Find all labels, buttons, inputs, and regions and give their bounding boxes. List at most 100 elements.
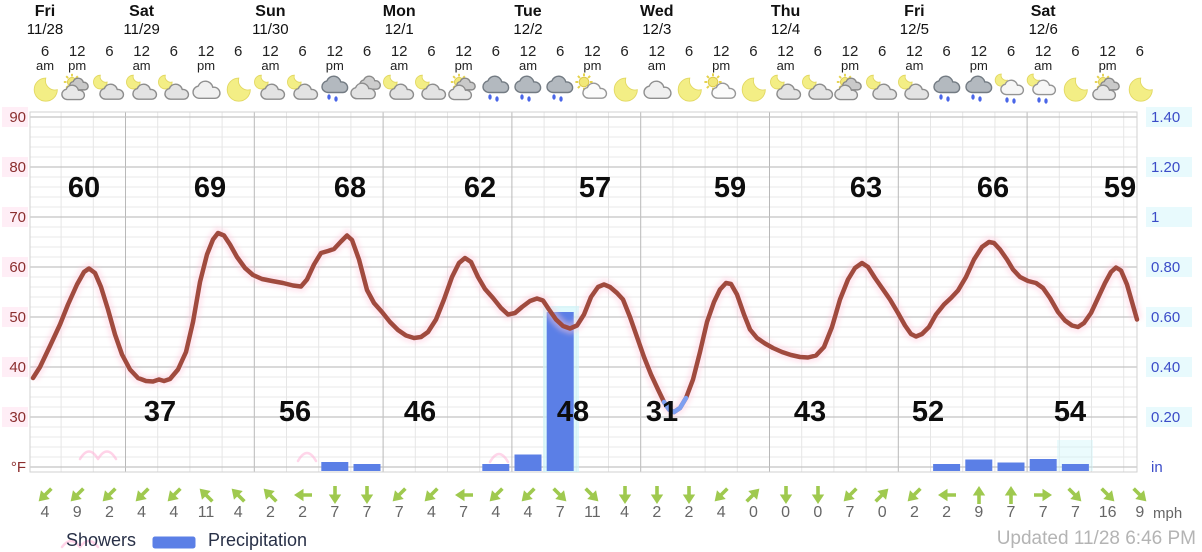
moon-cloud-icon — [157, 74, 189, 100]
wind-speed: 2 — [684, 504, 694, 521]
time-hour: 12 — [841, 43, 859, 60]
time-hour: 6 — [105, 43, 114, 60]
time-hour: 6 — [1071, 43, 1080, 60]
time-hour: 12 — [262, 43, 279, 60]
time-tick: 12 pm — [583, 44, 601, 72]
forecast-icon-slot — [285, 73, 321, 107]
time-hour: 6 — [749, 43, 758, 60]
time-hour: 12 — [390, 43, 408, 60]
wind-speed: 2 — [265, 504, 275, 521]
legend-precipitation-label: Precipitation — [208, 530, 308, 550]
wind-speed: 7 — [1038, 504, 1048, 521]
svg-text:90: 90 — [9, 109, 26, 126]
time-ampm: pm — [325, 58, 344, 73]
day-header: Thu 12/4 — [771, 3, 800, 38]
cloud-icon — [643, 80, 672, 100]
sun-clouds-icon — [447, 73, 476, 101]
time-ampm: am — [905, 58, 924, 73]
time-tick: 12 am — [261, 44, 279, 72]
forecast-icon-slot — [91, 73, 127, 107]
time-ampm: am — [647, 58, 666, 73]
wind-arrow-s-icon — [614, 484, 636, 506]
time-ampm: pm — [712, 58, 731, 73]
cloud-icon — [192, 80, 221, 100]
wind-arrow-sw-icon — [163, 484, 185, 506]
svg-text:59: 59 — [1104, 172, 1136, 204]
wind-row: 4 9 2 4 4 11 4 2 2 7 7 7 4 7 4 4 7 11 4 2 2 4 0 0 0 7 0 2 2 9 7 7 7 16 9 mp… — [0, 0, 1202, 522]
moon-icon — [1064, 77, 1089, 102]
time-ampm: pm — [196, 58, 216, 73]
wind-arrow-se-icon — [1097, 484, 1119, 506]
time-ampm: am — [518, 58, 538, 73]
wind-speed: 2 — [909, 504, 919, 521]
forecast-icon-slot — [156, 73, 192, 107]
forecast-icon-slot — [639, 73, 675, 107]
time-hour: 6 — [878, 43, 887, 60]
forecast-icon-slot — [800, 73, 836, 107]
time-ampm: am — [390, 58, 409, 73]
legend-showers-label: Showers — [66, 530, 137, 550]
wind-speed: 4 — [523, 504, 533, 521]
day-header: Sun 11/30 — [252, 3, 288, 38]
wind-arrow-sw-icon — [34, 484, 56, 506]
wind-arrow-s-icon — [646, 484, 668, 506]
moon-cloud-icon — [769, 74, 801, 100]
wind-speed: 4 — [233, 504, 243, 521]
svg-text:0.60: 0.60 — [1151, 309, 1180, 326]
svg-text:54: 54 — [1054, 396, 1086, 428]
svg-text:46: 46 — [404, 396, 436, 428]
day-date: 12/1 — [384, 21, 414, 38]
svg-text:1.40: 1.40 — [1151, 109, 1180, 126]
forecast-icon-slot — [381, 73, 417, 107]
svg-text:1: 1 — [1151, 209, 1159, 226]
time-hour: 6 — [362, 43, 372, 60]
wind-arrow-w-icon — [292, 484, 314, 506]
day-header: Fri 11/28 — [27, 3, 63, 38]
time-tick: 6 — [298, 44, 306, 59]
wind-arrow-sw-icon — [517, 484, 539, 506]
moon-cloud-icon — [801, 74, 833, 100]
wind-arrow-sw-icon — [131, 484, 153, 506]
svg-text:62: 62 — [464, 172, 496, 204]
svg-text:59: 59 — [714, 172, 746, 204]
time-hour: 6 — [234, 43, 243, 60]
forecast-icon-slot — [542, 73, 578, 107]
day-date: 12/5 — [899, 21, 929, 38]
time-ampm: pm — [840, 58, 860, 73]
moon-cloud-icon — [383, 74, 415, 100]
time-tick: 6 — [170, 44, 178, 59]
forecast-icon-slot — [832, 73, 868, 107]
moon-rain-icon — [1026, 73, 1057, 104]
forecast-icon-slot — [929, 73, 965, 107]
sun-clouds-icon — [834, 73, 862, 101]
forecast-icon-slot — [59, 73, 95, 107]
time-ampm: pm — [68, 58, 87, 73]
forecast-icon-slot — [446, 73, 482, 107]
wind-arrow-sw-icon — [420, 484, 442, 506]
wind-speed: 7 — [555, 504, 565, 521]
time-ampm: pm — [454, 58, 473, 73]
time-hour: 6 — [556, 43, 565, 60]
time-hour: 12 — [197, 43, 215, 60]
time-ampm: am — [35, 58, 55, 73]
day-name: Fri — [904, 3, 925, 20]
forecast-icon-slot — [1025, 73, 1061, 107]
time-tick: 6 — [685, 44, 693, 59]
time-tick: 6 — [814, 44, 822, 59]
svg-text:66: 66 — [977, 172, 1009, 204]
wind-speed: 16 — [1098, 504, 1117, 521]
wind-arrow-s-icon — [807, 484, 829, 506]
time-hour: 12 — [777, 43, 794, 60]
wind-speed: 0 — [781, 504, 791, 521]
sun-cloud-icon — [704, 73, 737, 99]
wind-unit-label: mph — [1153, 505, 1183, 522]
day-date: 11/30 — [252, 21, 289, 38]
svg-text:69: 69 — [194, 172, 226, 204]
time-tick: 6 — [1136, 44, 1144, 59]
wind-arrow-sw-icon — [485, 484, 507, 506]
day-header: Mon 12/1 — [383, 3, 416, 38]
time-hour: 6 — [620, 43, 629, 60]
time-ampm: am — [1034, 58, 1053, 73]
moon-cloud-icon — [415, 74, 447, 100]
wind-speed: 4 — [620, 504, 630, 521]
